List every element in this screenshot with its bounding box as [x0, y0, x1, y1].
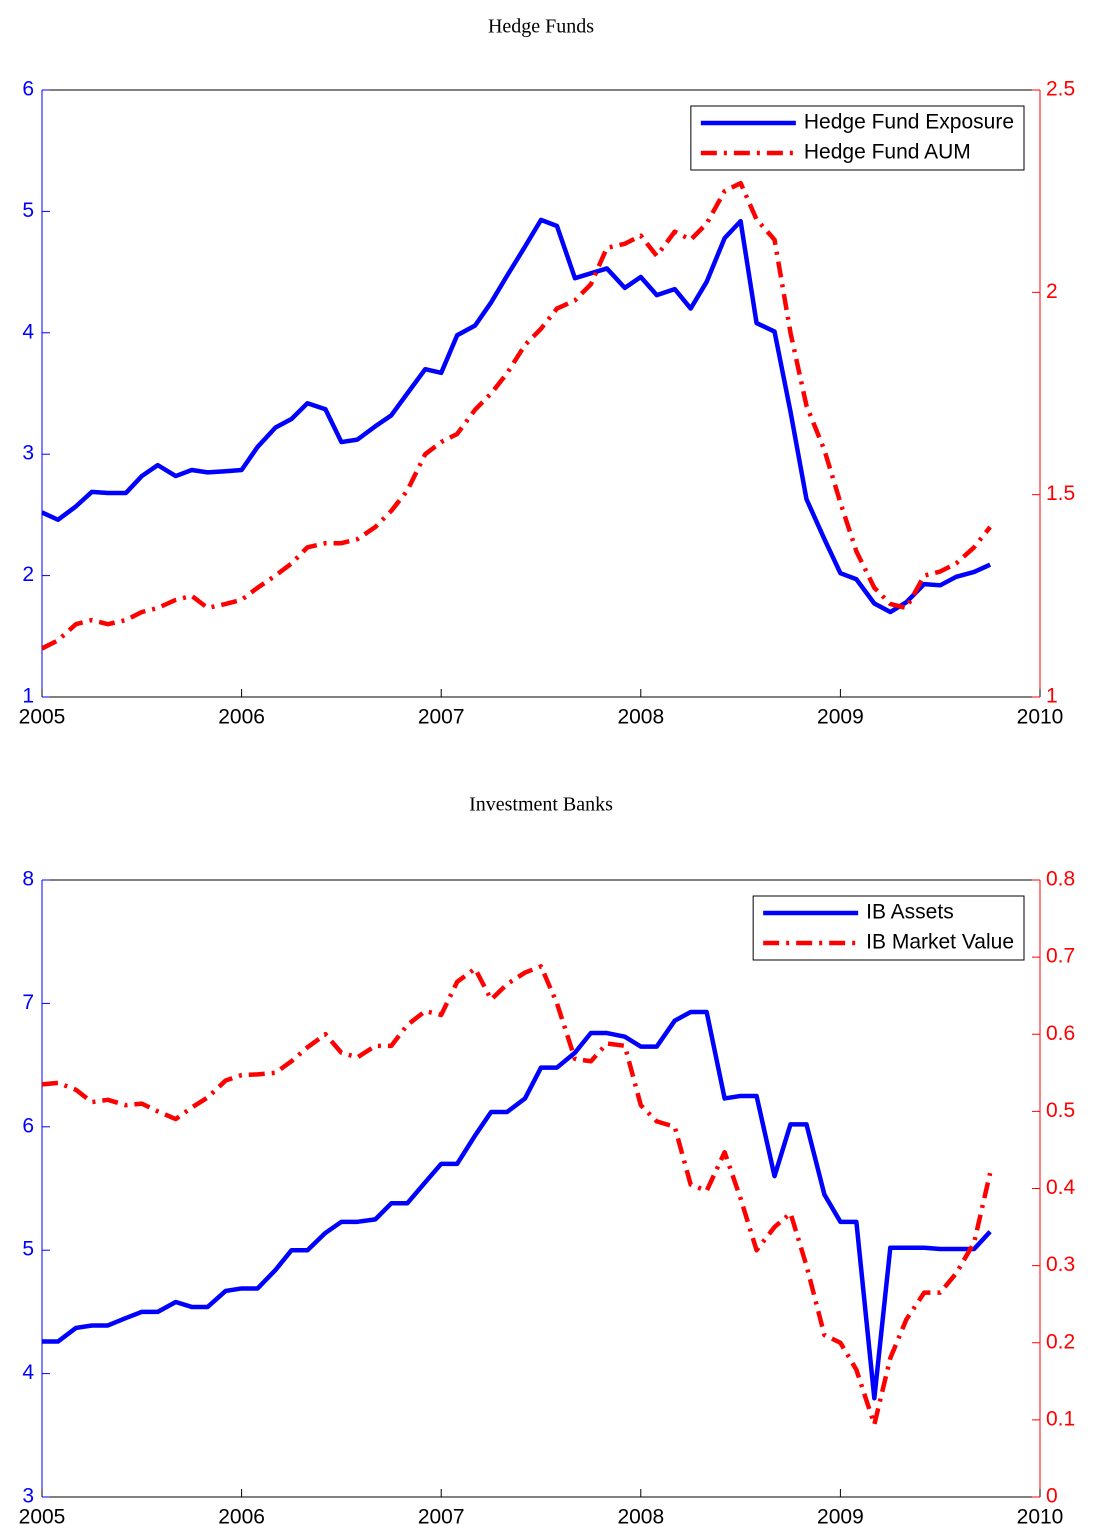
y2-tick-label: 0.5 — [1046, 1099, 1075, 1122]
y-tick-label: 7 — [22, 991, 34, 1014]
y-tick-label: 3 — [22, 442, 34, 465]
y2-tick-label: 1.5 — [1046, 482, 1075, 505]
series-line — [40, 180, 992, 651]
y-tick-label: 4 — [22, 320, 34, 343]
legend-box — [752, 895, 1025, 961]
y-tick-label: 5 — [22, 1238, 34, 1261]
x-tick-label: 2010 — [1017, 1506, 1064, 1524]
legend-box — [690, 105, 1025, 171]
x-tick-label: 2009 — [817, 706, 864, 729]
y2-tick-label: 0.7 — [1046, 945, 1075, 968]
x-tick-label: 2008 — [617, 706, 664, 729]
y2-tick-label: 0.6 — [1046, 1022, 1075, 1045]
chart-title: Investment Banks — [469, 794, 613, 816]
y-tick-label: 8 — [22, 868, 34, 891]
series-line — [41, 217, 992, 615]
y2-tick-label: 0.8 — [1046, 868, 1075, 891]
series-line — [42, 1009, 992, 1401]
legend-label: IB Assets — [866, 901, 954, 924]
y-tick-label: 3 — [22, 1485, 34, 1508]
y-tick-label: 6 — [22, 78, 34, 101]
chart-title: Hedge Funds — [488, 16, 594, 38]
y-tick-label: 1 — [22, 685, 34, 708]
x-tick-label: 2006 — [218, 706, 265, 729]
legend-label: IB Market Value — [866, 931, 1014, 954]
y2-tick-label: 0.1 — [1046, 1407, 1075, 1430]
y2-tick-label: 2 — [1046, 280, 1058, 303]
legend-label: Hedge Fund AUM — [804, 141, 971, 164]
x-tick-label: 2009 — [817, 1506, 864, 1524]
y2-tick-label: 2.5 — [1046, 78, 1075, 101]
plot-area — [42, 880, 1040, 1497]
y2-tick-label: 0.3 — [1046, 1253, 1075, 1276]
y-tick-label: 2 — [22, 563, 34, 586]
plot-area — [42, 90, 1040, 697]
y2-tick-label: 0.2 — [1046, 1330, 1075, 1353]
y-tick-label: 4 — [22, 1361, 34, 1384]
y-tick-label: 5 — [22, 199, 34, 222]
x-tick-label: 2005 — [19, 1506, 66, 1524]
x-tick-label: 2006 — [218, 1506, 265, 1524]
series-line — [41, 964, 993, 1427]
x-tick-label: 2007 — [418, 1506, 465, 1524]
x-tick-label: 2008 — [617, 1506, 664, 1524]
y2-tick-label: 0 — [1046, 1485, 1058, 1508]
legend-label: Hedge Fund Exposure — [804, 111, 1014, 134]
y2-tick-label: 0.4 — [1046, 1176, 1076, 1199]
y-tick-label: 6 — [22, 1114, 34, 1137]
x-tick-label: 2007 — [418, 706, 465, 729]
y2-tick-label: 1 — [1046, 685, 1058, 708]
x-tick-label: 2005 — [19, 706, 66, 729]
x-tick-label: 2010 — [1017, 706, 1064, 729]
